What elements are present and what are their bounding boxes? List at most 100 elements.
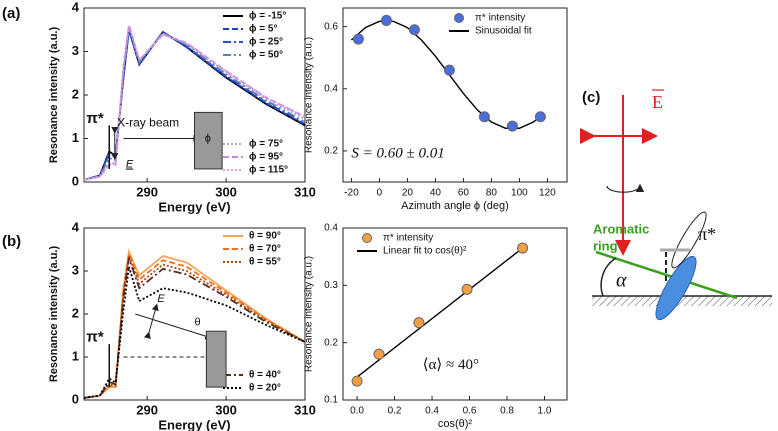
x-tick-label: 310	[294, 402, 316, 417]
ring-label: Aromatic	[593, 221, 649, 236]
pi-orbital-lobe	[671, 211, 707, 269]
ring-label: ring	[593, 238, 618, 253]
y-tick-label: 0.6	[324, 21, 338, 32]
legend-label: ϕ = 115°	[249, 165, 288, 176]
legend-label: θ = 40°	[249, 370, 281, 381]
legend-label: π* intensity	[475, 13, 525, 24]
fit-line	[350, 20, 541, 129]
spectrum-line	[83, 255, 306, 399]
y-tick-label: 4	[72, 219, 80, 234]
spectrum-line	[83, 257, 306, 399]
x-tick-label: 290	[136, 402, 158, 417]
x-tick-label: 100	[511, 188, 528, 199]
y-axis-label: Resonance intensity (a.u.)	[304, 256, 315, 372]
y-tick-label: 0.2	[324, 337, 338, 348]
annotation: ϕ	[205, 132, 211, 144]
x-tick-label: 60	[458, 188, 470, 199]
field-label: E	[652, 92, 663, 112]
panel-label: (a)	[2, 5, 20, 22]
x-tick-label: 80	[486, 188, 498, 199]
y-tick-label: 4	[72, 0, 80, 14]
x-tick-label: 0.6	[463, 406, 477, 417]
pi-orbital-lobe	[655, 255, 697, 321]
y-tick-label: 1	[72, 130, 79, 145]
spectrum-line	[83, 25, 306, 181]
data-point	[380, 14, 392, 26]
sample	[205, 330, 227, 388]
x-tick-label: 0.8	[500, 406, 514, 417]
legend-label: Sinusoidal fit	[475, 26, 532, 37]
annotation: π*	[86, 110, 103, 127]
data-point	[443, 64, 455, 76]
x-tick-label: 0.4	[425, 406, 439, 417]
spectrum-line	[83, 266, 306, 399]
y-tick-label: 3	[72, 43, 79, 58]
x-tick-label: 0.0	[350, 406, 364, 417]
legend-label: θ = 70°	[249, 244, 281, 255]
x-tick-label: 0.2	[388, 406, 402, 417]
data-point	[413, 317, 425, 329]
x-tick-label: 290	[136, 184, 158, 199]
y-tick-label: 0.4	[324, 223, 338, 234]
x-axis-label: Energy (eV)	[158, 199, 230, 214]
legend-label: θ = 55°	[249, 257, 281, 268]
spectrum-line	[83, 248, 306, 399]
plot-frame	[342, 227, 568, 401]
annotation: π*	[86, 329, 103, 346]
x-tick-label: 1.0	[538, 406, 552, 417]
legend-label: ϕ = 50°	[249, 50, 283, 61]
x-tick-label: 300	[215, 184, 237, 199]
y-tick-label: 3	[72, 262, 79, 277]
annotation: E	[126, 159, 134, 171]
legend-label: ϕ = 75°	[249, 139, 283, 150]
angle-label: α	[616, 270, 627, 292]
x-tick-label: 120	[539, 188, 556, 199]
pi-star-label: π*	[698, 224, 716, 244]
y-tick-label: 0.3	[324, 280, 338, 291]
x-tick-label: 0	[377, 188, 383, 199]
x-tick-label: -20	[344, 188, 359, 199]
data-point	[408, 24, 420, 36]
annotation: ⟨α⟩ ≈ 40°	[423, 357, 479, 373]
rotation-arrow	[606, 183, 645, 193]
data-point	[352, 33, 364, 45]
plot-frame	[342, 7, 568, 183]
annotation: θ	[195, 317, 201, 329]
y-tick-label: 0	[72, 173, 79, 188]
y-axis-label: Resonance intensity (a.u.)	[48, 246, 60, 383]
legend-marker	[362, 233, 372, 243]
panel-label: (b)	[2, 233, 21, 250]
data-point	[534, 111, 546, 123]
legend-label: ϕ = 5°	[249, 24, 277, 35]
legend-label: Linear fit to cos(θ)²	[383, 246, 467, 257]
x-axis-label: cos(θ)²	[438, 418, 473, 430]
x-tick-label: 300	[215, 402, 237, 417]
legend-label: θ = 20°	[249, 383, 281, 394]
annotation: S = 0.60 ± 0.01	[351, 145, 444, 161]
y-axis-label: Resonance intensity (a.u.)	[304, 37, 315, 153]
spectrum-line	[83, 250, 306, 399]
y-tick-label: 1	[72, 348, 79, 363]
angle-arc	[600, 257, 617, 297]
ring-line	[595, 250, 738, 300]
data-point	[351, 375, 363, 387]
legend-label: ϕ = 25°	[249, 37, 283, 48]
field-arrow	[143, 303, 159, 340]
legend-label: ϕ = -15°	[249, 11, 286, 22]
annotation: E	[157, 293, 165, 305]
data-point	[506, 120, 518, 132]
x-axis-label: Azimuth angle ϕ (deg)	[401, 200, 509, 212]
annotation: X-ray beam	[117, 115, 179, 129]
fit-line	[356, 247, 524, 378]
y-tick-label: 0.1	[324, 395, 338, 406]
data-point	[478, 111, 490, 123]
surface	[592, 296, 772, 306]
y-tick-label: 0.4	[324, 83, 338, 94]
x-axis-label: Energy (eV)	[158, 417, 230, 431]
legend-marker	[454, 13, 464, 23]
y-axis-label: Resonance intensity (a.u.)	[48, 27, 60, 164]
legend-label: θ = 90°	[249, 231, 281, 242]
y-tick-label: 2	[72, 86, 79, 101]
legend-label: ϕ = 95°	[249, 152, 283, 163]
